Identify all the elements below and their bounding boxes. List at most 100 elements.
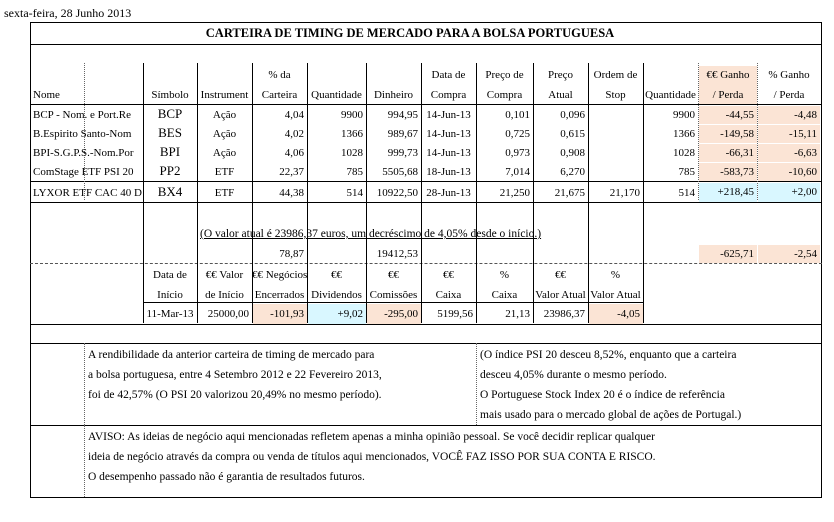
row-simbolo: BCP <box>157 106 183 121</box>
header-ganho-pct-2: / Perda <box>773 89 805 101</box>
psi-comparison-line: desceu 4,05% durante o mesmo período. <box>480 369 667 381</box>
row-dinheiro: 5505,68 <box>382 166 418 178</box>
row-dinheiro: 10922,50 <box>376 187 418 199</box>
psi-comparison-line: (O índice PSI 20 desceu 8,52%, enquanto … <box>480 349 737 361</box>
section-divider <box>30 425 822 426</box>
sum-caixa-pct: 21,13 <box>505 308 530 320</box>
header-data-2: Compra <box>430 89 467 101</box>
row-simbolo: BES <box>158 125 182 140</box>
row-quantidade-2: 9900 <box>673 109 695 121</box>
row-simbolo: BX4 <box>157 184 183 199</box>
row-ganho-pct: -4,48 <box>758 106 820 124</box>
previous-performance-line: foi de 42,57% (O PSI 20 valorizou 20,49%… <box>88 389 382 401</box>
row-quantidade-2: 1028 <box>673 147 695 159</box>
row-preco-atual: 6,270 <box>560 166 585 178</box>
psi-comparison-line: O Portuguese Stock Index 20 é o índice d… <box>480 389 725 401</box>
row-pct: 4,02 <box>284 128 304 140</box>
header-nome: Nome <box>33 89 60 101</box>
header-pct-2: Carteira <box>261 89 298 101</box>
sum-header-valor-atual-2: Valor Atual <box>535 289 586 301</box>
header-preco-compra-1: Preço de <box>485 69 524 81</box>
disclaimer-line: AVISO: As ideias de negócio aqui mencion… <box>88 431 655 443</box>
row-data: 14-Jun-13 <box>426 128 471 140</box>
header-instrument: Instrument <box>200 89 249 101</box>
row-preco-compra: 21,250 <box>499 187 530 199</box>
psi-comparison-line: mais usado para o mercado global de açõe… <box>480 409 742 421</box>
row-ganho-eur: -149,58 <box>699 125 757 143</box>
row-pct: 22,37 <box>279 166 304 178</box>
grid-line <box>143 63 144 323</box>
row-quantidade: 514 <box>346 187 364 199</box>
row-pct: 44,38 <box>279 187 304 199</box>
row-quantidade-2: 785 <box>678 166 696 178</box>
row-data: 14-Jun-13 <box>426 147 471 159</box>
header-divider <box>30 104 822 105</box>
total-pct: 78,87 <box>279 248 304 260</box>
previous-performance-line: A rendibilidade da anterior carteira de … <box>88 349 375 361</box>
row-preco-compra: 7,014 <box>505 166 530 178</box>
header-ordem-1: Ordem de <box>593 69 638 81</box>
sum-header-dividendos-2: Dividendos <box>311 289 362 301</box>
sheet-date: sexta-feira, 28 Junho 2013 <box>4 6 132 20</box>
row-ordem: 21,170 <box>609 187 640 199</box>
sheet-title: CARTEIRA DE TIMING DE MERCADO PARA A BOL… <box>205 26 615 40</box>
grid-line <box>421 63 422 323</box>
grid-line <box>366 63 367 323</box>
sum-header-valor-atual-1: €€ <box>555 269 566 281</box>
grid-line <box>84 63 85 200</box>
grid-line <box>84 425 85 497</box>
title-divider <box>30 44 822 45</box>
row-quantidade-2: 1366 <box>673 128 695 140</box>
grid-line <box>476 63 477 323</box>
totals-divider <box>30 263 822 264</box>
row-preco-compra: 0,101 <box>505 109 530 121</box>
row-preco-compra: 0,973 <box>505 147 530 159</box>
row-quantidade-2: 514 <box>678 187 696 199</box>
row-ganho-pct: +2,00 <box>758 183 820 202</box>
previous-performance-line: a bolsa portuguesa, entre 4 Setembro 201… <box>88 369 382 381</box>
sum-header-negocios-2: Encerrados <box>254 289 305 301</box>
disclaimer-line: ideia de negócio através da compra ou ve… <box>88 451 656 463</box>
header-preco-atual-2: Atual <box>548 89 573 101</box>
sum-header-dividendos-1: €€ <box>331 269 342 281</box>
row-pct: 4,06 <box>284 147 304 159</box>
row-pct: 4,04 <box>284 109 304 121</box>
sum-header-caixa-pct-2: Caixa <box>491 289 518 301</box>
grid-line <box>643 63 644 323</box>
row-preco-atual: 0,615 <box>560 128 585 140</box>
row-ganho-pct: -15,11 <box>758 125 820 143</box>
header-simbolo: Símbolo <box>151 89 189 101</box>
sum-header-valor-1: €€ Valor <box>205 269 244 281</box>
row-instrument: Ação <box>212 128 237 140</box>
sum-dividendos: +9,02 <box>308 304 366 324</box>
sheet-frame <box>30 22 822 498</box>
row-quantidade: 1028 <box>341 147 363 159</box>
row-data: 14-Jun-13 <box>426 109 471 121</box>
grid-line <box>252 63 253 323</box>
summary-divider <box>30 324 822 325</box>
summary-note: (O valor atual é 23986,37 euros, um decr… <box>200 228 542 240</box>
sum-header-valor-atual-pct-2: Valor Atual <box>590 289 641 301</box>
row-quantidade: 785 <box>346 166 364 178</box>
row-data: 28-Jun-13 <box>426 187 471 199</box>
grid-line <box>84 343 85 425</box>
header-pct-1: % da <box>268 69 291 81</box>
grid-line <box>698 63 699 200</box>
sum-header-comissoes-1: €€ <box>388 269 399 281</box>
sum-valor-atual-pct: -4,05 <box>589 304 643 324</box>
total-ganho-eur: -625,71 <box>699 245 757 263</box>
header-preco-atual-1: Preço <box>547 69 574 81</box>
row-preco-compra: 0,725 <box>505 128 530 140</box>
row-divider <box>30 202 822 203</box>
sum-header-data-2: Início <box>157 289 183 301</box>
row-ganho-eur: +218,45 <box>699 183 757 202</box>
header-quantidade: Quantidade <box>311 89 362 101</box>
header-data-1: Data de <box>431 69 466 81</box>
row-simbolo: BPI <box>159 144 181 159</box>
row-preco-atual: 21,675 <box>554 187 585 199</box>
sum-header-caixa-2: Caixa <box>435 289 462 301</box>
row-ganho-eur: -44,55 <box>699 106 757 124</box>
row-dinheiro: 999,73 <box>387 147 418 159</box>
row-dinheiro: 994,95 <box>387 109 418 121</box>
header-quantidade-2: Quantidade <box>645 89 696 101</box>
